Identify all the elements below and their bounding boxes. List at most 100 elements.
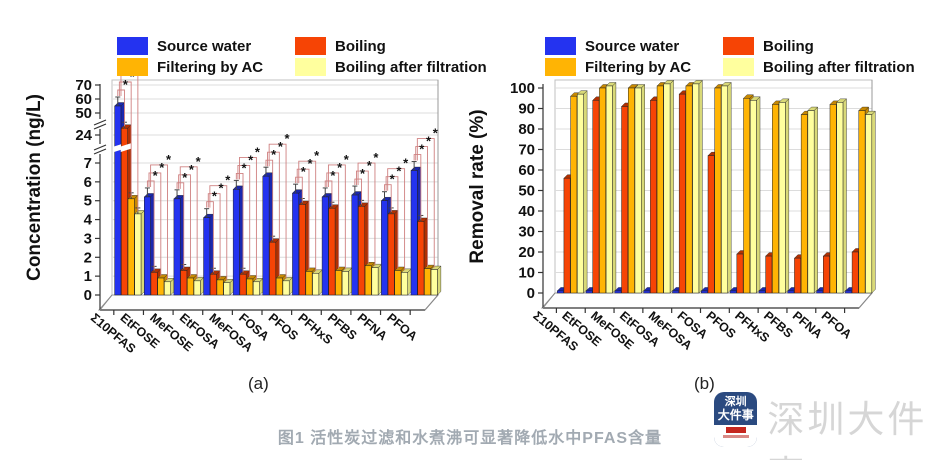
watermark-icon-text-top: 深圳: [724, 396, 747, 408]
legend-label: Boiling: [335, 37, 386, 55]
bar-Boiling: [328, 208, 336, 296]
bar-Source-water: [585, 290, 593, 294]
legend-swatch: [295, 58, 326, 76]
bar-Filtering-by-AC: [216, 279, 224, 296]
bar-Filtering-by-AC: [743, 98, 751, 294]
panel-(b): [538, 79, 876, 313]
legend-label: Source water: [585, 37, 680, 55]
bar-Filtering-by-AC: [858, 110, 866, 294]
significance-asterisk: *: [212, 189, 218, 204]
legend-swatch: [117, 58, 148, 76]
bar-group-PFHxS: [758, 98, 790, 294]
legend-label: Boiling after filtration: [763, 58, 915, 76]
bar-group-MeFOSA: [671, 79, 703, 294]
significance-asterisk: *: [367, 158, 373, 173]
bar-Source-water: [292, 192, 299, 296]
y-tick-label: 60: [75, 91, 92, 108]
bar-Source-water: [114, 105, 122, 296]
legend-item-1: Boiling: [295, 37, 487, 55]
y-tick-label: 1: [84, 268, 92, 285]
bar-Filtering-by-AC: [394, 270, 402, 296]
legend-label: Filtering by AC: [585, 58, 692, 76]
significance-asterisk: *: [182, 170, 188, 185]
x-category-label: PFNA: [355, 311, 390, 344]
bar-group-Σ10PFAS: [114, 96, 146, 296]
legend-label: Boiling after filtration: [335, 58, 487, 76]
y-tick-label: 0: [527, 285, 535, 302]
y-tick-label: 100: [510, 80, 535, 97]
significance-asterisk: *: [255, 144, 261, 159]
bar-Boiling-after-filtration: [577, 93, 584, 294]
bar-Boiling-after-filtration: [865, 114, 873, 294]
bar-Boiling-after-filtration: [193, 280, 201, 296]
bar-Boiling: [209, 274, 217, 296]
bar-Boiling: [794, 257, 802, 294]
panel-a-label: (a): [248, 374, 269, 393]
y-tick-label: 20: [518, 244, 535, 261]
bar-group-MeFOSA: [232, 179, 264, 296]
y-tick-label: 7: [84, 155, 92, 172]
bar-group-PFHxS: [321, 187, 353, 296]
bar-Filtering-by-AC: [800, 114, 808, 294]
legend-panel-b: Source water Boiling Filtering by AC Boilin…: [545, 37, 915, 76]
legend-item-2: Filtering by AC: [117, 58, 295, 76]
significance-asterisk: *: [285, 131, 291, 146]
watermark-red-bar: [725, 427, 746, 433]
significance-asterisk: *: [419, 142, 425, 157]
bar-Source-water: [381, 200, 388, 296]
bar-Source-water: [232, 189, 240, 296]
bar-Source-water: [351, 194, 359, 296]
y-tick-label: 60: [518, 162, 535, 179]
bar-Boiling-after-filtration: [663, 83, 671, 294]
figure-caption: 图1 活性炭过滤和水煮沸可显著降低水中PFAS含量: [277, 430, 663, 447]
bar-Boiling: [150, 272, 158, 296]
y-tick-label: 3: [84, 230, 92, 247]
y-tick-label: 6: [84, 174, 92, 191]
bar-Filtering-by-AC: [685, 85, 693, 294]
watermark-app-icon: 深圳 大件事: [714, 392, 758, 447]
legend-item-0: Source water: [545, 37, 723, 55]
legend-label: Filtering by AC: [157, 58, 264, 76]
bar-group-MeFOSE: [614, 84, 646, 294]
bar-Filtering-by-AC: [772, 104, 779, 294]
bar-Boiling-after-filtration: [134, 213, 142, 296]
bar-group-PFNA: [816, 98, 847, 294]
bar-Boiling: [592, 100, 600, 294]
significance-asterisk: *: [271, 147, 277, 162]
significance-asterisk: *: [433, 126, 439, 141]
y-tick-label: 0: [84, 287, 92, 304]
bar-Boiling: [650, 100, 657, 294]
y-tick-label: 80: [518, 121, 535, 138]
bar-Boiling: [239, 274, 247, 296]
legend-swatch: [295, 37, 326, 55]
bar-group-Σ10PFAS: [556, 90, 588, 294]
bar-group-MeFOSE: [173, 189, 205, 296]
y-tick-label: 70: [75, 77, 92, 94]
bar-Boiling: [298, 204, 306, 296]
panel-(a): [93, 73, 442, 315]
bar-group-FOSA: [262, 166, 294, 296]
y-tick-label: 2: [84, 249, 92, 266]
bar-group-EtFOSE: [585, 81, 617, 294]
bar-Filtering-by-AC: [599, 87, 606, 294]
bar-Boiling: [121, 127, 128, 296]
significance-asterisk: *: [426, 134, 432, 149]
significance-asterisk: *: [344, 152, 350, 167]
bar-Source-water: [643, 290, 651, 294]
legend-swatch: [545, 37, 576, 55]
bar-Boiling: [387, 213, 395, 296]
bar-Filtering-by-AC: [305, 271, 313, 296]
bar-Boiling: [417, 221, 425, 296]
legend-swatch: [723, 58, 754, 76]
bar-group-PFBS: [787, 106, 819, 294]
bar-Source-water: [556, 290, 564, 294]
legend-item-1: Boiling: [723, 37, 915, 55]
significance-asterisk: *: [360, 166, 366, 181]
bar-Filtering-by-AC: [275, 277, 283, 296]
bar-Source-water: [758, 290, 766, 294]
bar-Source-water: [729, 290, 737, 294]
bar-Filtering-by-AC: [364, 265, 372, 296]
